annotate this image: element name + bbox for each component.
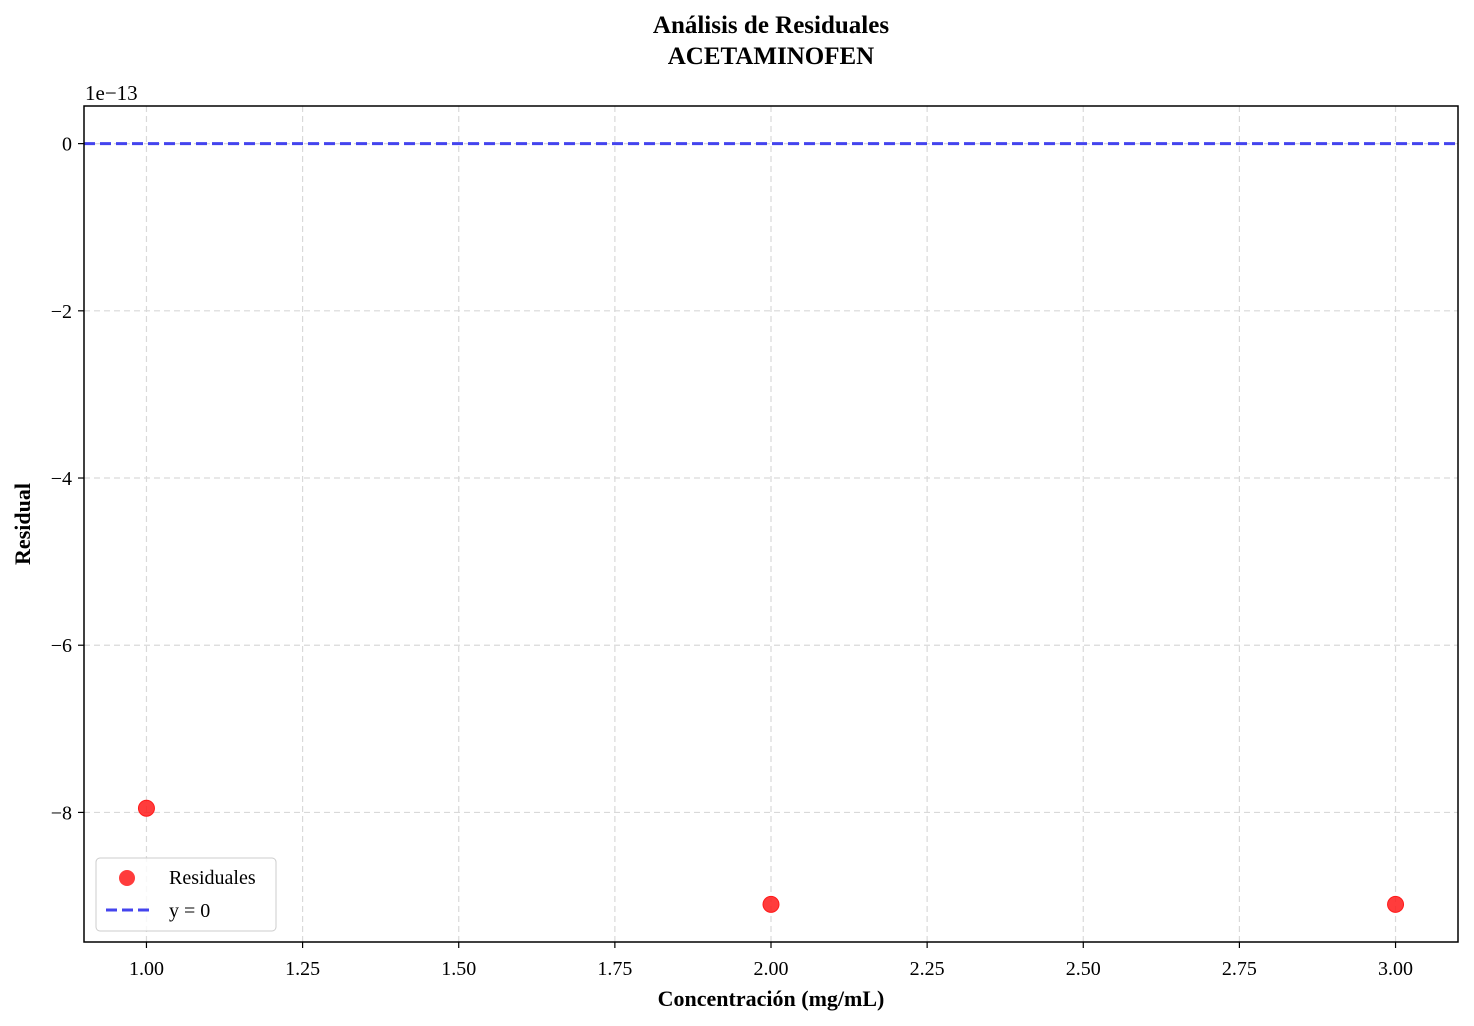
- chart-subtitle: ACETAMINOFEN: [668, 43, 874, 70]
- y-tick-label: −6: [51, 635, 72, 657]
- grid-lines: [84, 106, 1458, 942]
- y-axis-ticks: 0 −2 −4 −6 −8: [51, 134, 84, 824]
- y-tick-label: −8: [51, 802, 72, 824]
- chart-title: Análisis de Residuales: [653, 12, 889, 39]
- x-tick-label: 1.25: [285, 958, 320, 980]
- legend-box: [95, 857, 277, 932]
- x-tick-label: 1.50: [441, 958, 476, 980]
- x-tick-label: 1.00: [129, 958, 164, 980]
- x-axis-ticks: 1.00 1.25 1.50 1.75 2.00 2.25 2.50 2.75 3.00: [129, 942, 1413, 980]
- x-tick-label: 2.25: [910, 958, 945, 980]
- legend-label-y0: y = 0: [169, 900, 210, 922]
- x-axis-label: Concentración (mg/mL): [658, 986, 885, 1011]
- y-tick-label: −2: [51, 301, 72, 323]
- data-points: [137, 799, 1405, 913]
- y-offset-label: 1e−13: [85, 81, 138, 105]
- residual-point: [137, 799, 155, 817]
- residual-point: [1387, 895, 1405, 913]
- x-tick-label: 3.00: [1378, 958, 1413, 980]
- legend-marker-residuales: [119, 870, 135, 886]
- x-tick-label: 2.50: [1066, 958, 1101, 980]
- residual-point: [762, 895, 780, 913]
- legend: Residuales y = 0: [95, 857, 277, 932]
- x-tick-label: 1.75: [597, 958, 632, 980]
- y-axis-label: Residual: [10, 483, 35, 565]
- x-tick-label: 2.75: [1222, 958, 1257, 980]
- x-tick-label: 2.00: [754, 958, 789, 980]
- y-tick-label: 0: [62, 134, 72, 156]
- legend-label-residuales: Residuales: [169, 867, 256, 889]
- y-tick-label: −4: [51, 468, 72, 490]
